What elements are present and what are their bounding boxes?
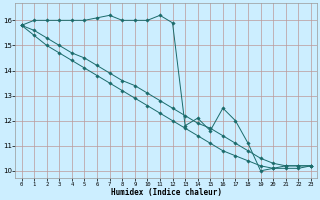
X-axis label: Humidex (Indice chaleur): Humidex (Indice chaleur) xyxy=(111,188,222,197)
